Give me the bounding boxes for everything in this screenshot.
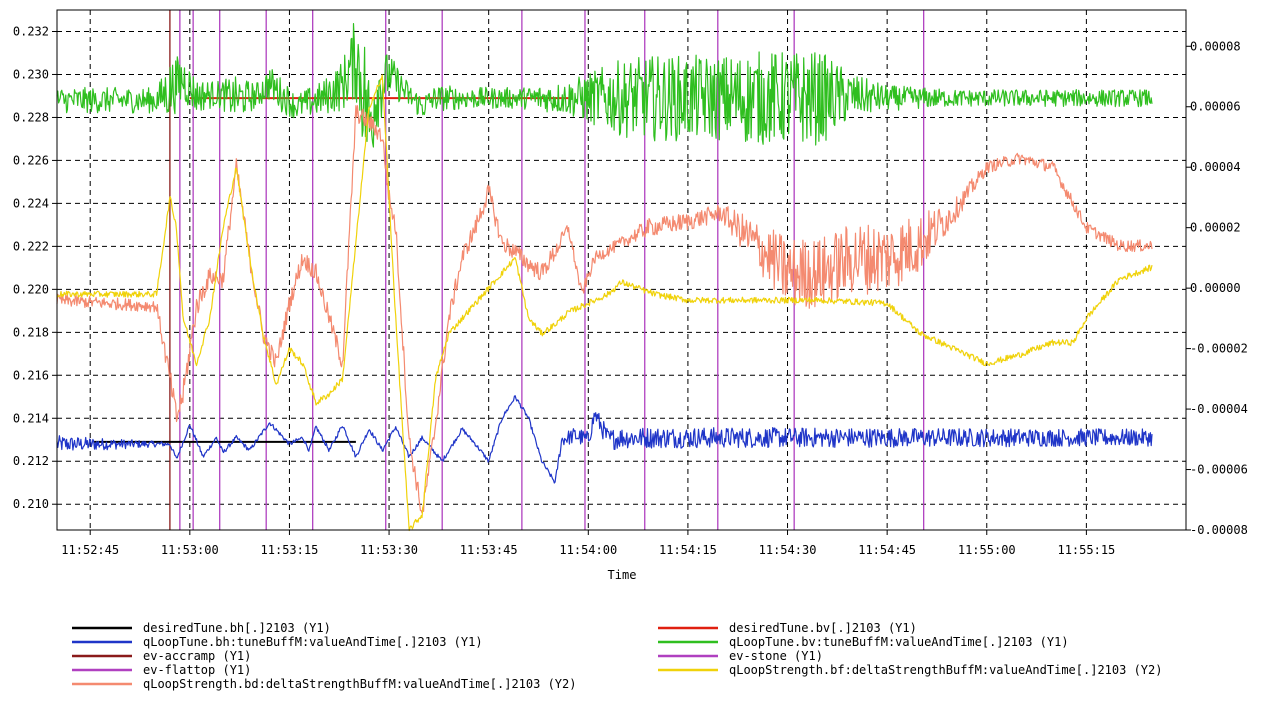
x-axis-title: Time: [608, 568, 637, 582]
x-tick-label: 11:55:00: [958, 543, 1016, 557]
legend-label: ev-flattop (Y1): [143, 663, 251, 677]
y2-tick-label: 0.00006: [1190, 100, 1241, 114]
y1-tick-label: 0.232: [13, 24, 49, 38]
y2-tick-label: 0.00004: [1190, 160, 1241, 174]
y1-tick-label: 0.226: [13, 153, 49, 167]
y1-tick-label: 0.212: [13, 454, 49, 468]
y1-tick-label: 0.222: [13, 239, 49, 253]
x-tick-label: 11:54:00: [559, 543, 617, 557]
y2-tick-label: -0.00006: [1190, 463, 1248, 477]
x-tick-label: 11:54:30: [759, 543, 817, 557]
y1-tick-label: 0.214: [13, 411, 49, 425]
y1-tick-label: 0.224: [13, 196, 49, 210]
series-line: [56, 395, 1153, 484]
x-tick-label: 11:53:00: [161, 543, 219, 557]
legend-label: desiredTune.bv[.]2103 (Y1): [729, 621, 917, 635]
y2-tick-label: -0.00008: [1190, 523, 1248, 537]
legend-label: qLoopTune.bh:tuneBuffM:valueAndTime[.]21…: [143, 635, 483, 649]
plot-frame: [56, 9, 1187, 531]
y2-tick-label: -0.00004: [1190, 402, 1248, 416]
x-tick-label: 11:52:45: [61, 543, 119, 557]
x-axis: 11:52:45 11:53:00 11:53:15 11:53:30 11:53:45…: [61, 530, 1115, 557]
y1-tick-label: 0.230: [13, 67, 49, 81]
data-series: [56, 23, 1153, 532]
y2-tick-label: 0.00000: [1190, 281, 1241, 295]
y1-tick-label: 0.210: [13, 497, 49, 511]
legend-label: qLoopStrength.bf:deltaStrengthBuffM:valu…: [729, 663, 1162, 677]
x-tick-label: 11:54:15: [659, 543, 717, 557]
y1-tick-label: 0.216: [13, 368, 49, 382]
legend-label: ev-accramp (Y1): [143, 649, 251, 663]
y2-axis: -0.00008 -0.00006 -0.00004 -0.00002 0.00000 0…: [1186, 39, 1248, 537]
y1-axis: 0.210 0.212 0.214 0.216 0.218 0.220 0.222 0.224…: [13, 24, 57, 511]
series-line: [56, 74, 1153, 532]
x-tick-label: 11:53:15: [261, 543, 319, 557]
x-tick-label: 11:55:15: [1057, 543, 1115, 557]
legend-label: desiredTune.bh[.]2103 (Y1): [143, 621, 331, 635]
legend: desiredTune.bh[.]2103 (Y1)qLoopTune.bh:t…: [72, 621, 1162, 691]
grid-lines: [57, 10, 1186, 530]
series-line: [56, 23, 1153, 148]
legend-label: ev-stone (Y1): [729, 649, 823, 663]
x-tick-label: 11:54:45: [858, 543, 916, 557]
y1-tick-label: 0.218: [13, 325, 49, 339]
legend-label: qLoopTune.bv:tuneBuffM:valueAndTime[.]21…: [729, 635, 1069, 649]
x-tick-label: 11:53:30: [360, 543, 418, 557]
legend-label: qLoopStrength.bd:deltaStrengthBuffM:valu…: [143, 677, 576, 691]
y2-tick-label: 0.00008: [1190, 39, 1241, 53]
y1-tick-label: 0.228: [13, 110, 49, 124]
x-tick-label: 11:53:45: [460, 543, 518, 557]
y1-tick-label: 0.220: [13, 282, 49, 296]
y2-tick-label: -0.00002: [1190, 342, 1248, 356]
y2-tick-label: 0.00002: [1190, 221, 1241, 235]
